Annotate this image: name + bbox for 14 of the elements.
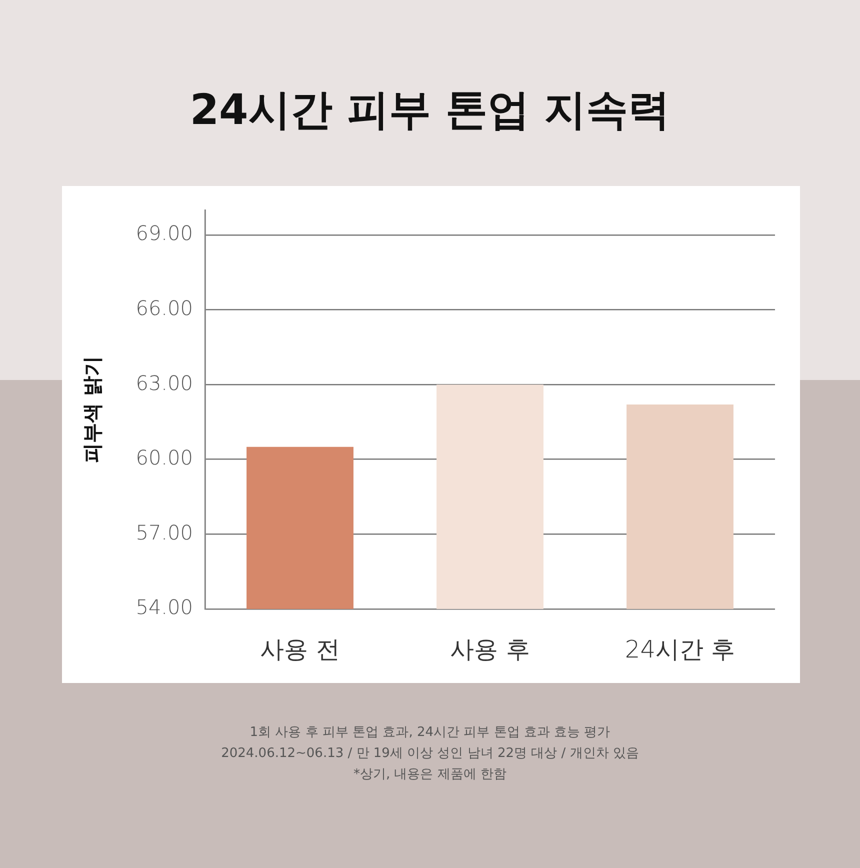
- text: *상기, 내용은 제품에 한함: [352, 766, 508, 784]
- y-axis-title: 피부색 밝기: [80, 356, 104, 463]
- y-tick-label: 63.00: [136, 370, 193, 395]
- y-tick-label: 69.00: [136, 221, 193, 246]
- y-tick-label: 66.00: [136, 296, 193, 320]
- text: 1회 사용 후 피부 톤업 효과, 24시간 피부 톤업 효과 효능 평가: [248, 724, 612, 742]
- chart-title: 24시간 피부 톤업 지속력: [188, 84, 672, 136]
- x-tick-label: 사용 후: [450, 636, 530, 664]
- text: 2024.06.12~06.13 / 만 19세 이상 성인 남녀 22명 대상 / 개인차 있음: [220, 745, 640, 763]
- x-tick-label: 사용 전: [260, 636, 340, 664]
- x-tick-label: 24시간 후: [624, 636, 736, 664]
- y-tick-label: 57.00: [136, 520, 193, 544]
- y-tick-label: 60.00: [136, 446, 193, 470]
- y-tick-label: 54.00: [136, 595, 193, 620]
